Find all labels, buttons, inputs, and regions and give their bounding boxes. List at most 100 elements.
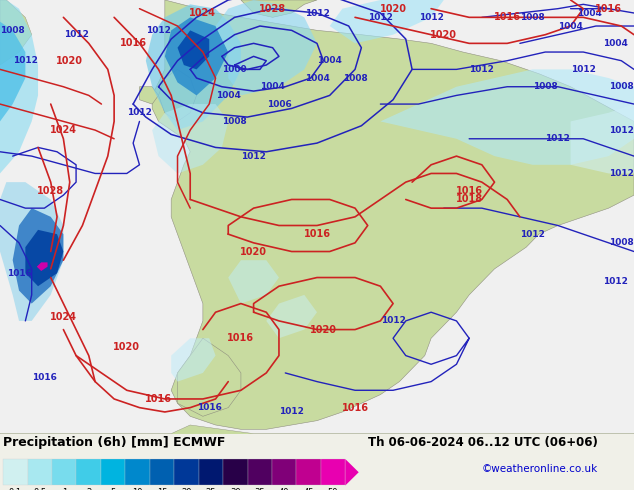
Text: 1012: 1012 — [304, 8, 330, 18]
Text: ©weatheronline.co.uk: ©weatheronline.co.uk — [482, 464, 598, 474]
Polygon shape — [178, 30, 209, 70]
Text: 1024: 1024 — [50, 125, 77, 135]
Text: 1012: 1012 — [602, 277, 628, 286]
Polygon shape — [171, 338, 216, 382]
Bar — [3, 459, 28, 486]
Text: 1008: 1008 — [342, 74, 368, 82]
Text: 1012: 1012 — [279, 408, 304, 416]
Text: 1012: 1012 — [469, 65, 495, 74]
Text: 1020: 1020 — [310, 324, 337, 335]
Polygon shape — [0, 0, 32, 65]
Bar — [101, 459, 126, 486]
Text: 1004: 1004 — [260, 82, 285, 91]
Text: 1016: 1016 — [456, 186, 482, 196]
Text: 1012: 1012 — [520, 230, 545, 239]
Polygon shape — [0, 182, 63, 321]
Bar — [321, 459, 346, 486]
Text: 1006: 1006 — [266, 99, 292, 109]
Polygon shape — [216, 0, 317, 96]
Text: 5: 5 — [110, 488, 116, 490]
Text: 1008: 1008 — [609, 238, 634, 247]
Polygon shape — [25, 230, 63, 286]
Bar — [223, 459, 247, 486]
Text: 1028: 1028 — [259, 3, 286, 14]
Text: 1024: 1024 — [50, 312, 77, 321]
Bar — [297, 459, 321, 486]
Text: 1020: 1020 — [240, 246, 267, 257]
Text: 20: 20 — [181, 488, 191, 490]
Text: 1028: 1028 — [37, 186, 64, 196]
Text: 0.5: 0.5 — [33, 488, 46, 490]
Text: Precipitation (6h) [mm] ECMWF: Precipitation (6h) [mm] ECMWF — [3, 437, 226, 449]
Polygon shape — [165, 17, 228, 96]
Text: 1016: 1016 — [145, 394, 172, 404]
Polygon shape — [380, 70, 634, 165]
Polygon shape — [241, 0, 317, 17]
Text: 1020: 1020 — [56, 56, 83, 66]
Bar — [28, 459, 52, 486]
Polygon shape — [266, 295, 317, 338]
Text: 1016: 1016 — [228, 333, 254, 343]
Bar — [198, 459, 223, 486]
Text: 1008: 1008 — [222, 117, 247, 126]
Text: Th 06-06-2024 06..12 UTC (06+06): Th 06-06-2024 06..12 UTC (06+06) — [368, 437, 598, 449]
Bar — [150, 459, 174, 486]
Polygon shape — [146, 4, 241, 130]
Polygon shape — [37, 262, 48, 271]
Text: 2: 2 — [86, 488, 91, 490]
Text: 1012: 1012 — [380, 317, 406, 325]
Polygon shape — [228, 260, 279, 304]
Text: 1012: 1012 — [63, 30, 89, 39]
Bar — [126, 459, 150, 486]
Text: 1004: 1004 — [317, 56, 342, 65]
Text: 1016: 1016 — [342, 403, 368, 413]
Text: 1008: 1008 — [0, 26, 25, 35]
Text: 1004: 1004 — [216, 91, 241, 100]
Text: 1012: 1012 — [609, 169, 634, 178]
Text: 1018: 1018 — [456, 195, 482, 204]
Text: 50: 50 — [328, 488, 339, 490]
Text: 1012: 1012 — [241, 151, 266, 161]
Text: 1020: 1020 — [430, 30, 457, 40]
Text: 15: 15 — [157, 488, 167, 490]
Text: 1016: 1016 — [494, 12, 521, 23]
Text: 1004: 1004 — [558, 22, 583, 30]
Text: 1012: 1012 — [609, 125, 634, 135]
Text: 1012: 1012 — [418, 13, 444, 22]
Polygon shape — [0, 0, 38, 173]
Text: 1016: 1016 — [595, 3, 622, 14]
Text: 1012: 1012 — [545, 134, 571, 143]
Text: 1008: 1008 — [520, 13, 545, 22]
Polygon shape — [13, 208, 63, 304]
Polygon shape — [139, 87, 158, 104]
Text: 1016: 1016 — [304, 229, 330, 239]
Text: 1016: 1016 — [6, 269, 32, 278]
Text: 1012: 1012 — [13, 56, 38, 65]
Text: 1004: 1004 — [304, 74, 330, 82]
Text: 1024: 1024 — [190, 8, 216, 18]
Polygon shape — [346, 459, 359, 486]
Text: 1020: 1020 — [113, 342, 140, 352]
Text: 1: 1 — [61, 488, 67, 490]
Text: 25: 25 — [205, 488, 216, 490]
Bar — [77, 459, 101, 486]
Text: 35: 35 — [254, 488, 265, 490]
Text: 10: 10 — [133, 488, 143, 490]
Text: 30: 30 — [230, 488, 241, 490]
Text: 1012: 1012 — [146, 26, 171, 35]
Polygon shape — [571, 104, 634, 173]
Bar — [52, 459, 77, 486]
Polygon shape — [0, 22, 25, 122]
Text: 1012: 1012 — [571, 65, 596, 74]
Text: 1008: 1008 — [609, 82, 634, 91]
Text: 40: 40 — [279, 488, 290, 490]
Bar — [247, 459, 272, 486]
Text: 1004: 1004 — [577, 8, 602, 18]
Polygon shape — [152, 104, 228, 173]
Bar — [272, 459, 297, 486]
Polygon shape — [158, 70, 197, 122]
Text: 1016: 1016 — [32, 373, 57, 382]
Polygon shape — [0, 425, 634, 442]
Bar — [174, 459, 198, 486]
Text: 0.1: 0.1 — [9, 488, 22, 490]
